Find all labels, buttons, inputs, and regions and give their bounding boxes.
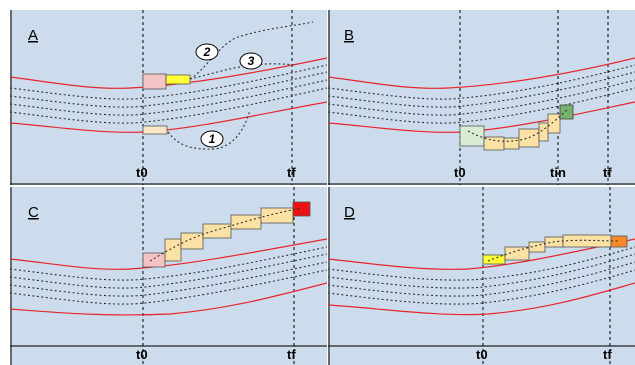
panel-c-lower-boundary — [10, 282, 327, 316]
panel-c-path — [149, 207, 303, 262]
panel-b-label: B — [344, 27, 354, 44]
panel-a-label: A — [28, 27, 38, 44]
panel-d-tf-label: tf — [603, 347, 612, 362]
panel-a-trajectory-band — [10, 64, 327, 124]
panel-c-box-4 — [230, 214, 262, 230]
panel-c-box-3 — [202, 223, 232, 239]
panel-d-path — [487, 239, 621, 262]
panel-b-box-1 — [483, 136, 505, 151]
panel-b-box-5 — [547, 113, 561, 134]
panel-c-box-5 — [260, 207, 294, 224]
panel-a-diagram: 2 3 1 A t0 tf — [10, 10, 327, 185]
path-3-marker — [239, 52, 263, 70]
path-1-label: 1 — [209, 132, 216, 146]
panel-d-background — [328, 187, 635, 365]
panel-b-upper-boundary — [328, 57, 635, 89]
panel-b-background — [328, 10, 635, 185]
panel-c-box-1 — [164, 238, 182, 262]
panel-b-tin-label: tin — [550, 165, 566, 180]
panel-a-yellow-box — [165, 74, 191, 85]
path-3-curve — [189, 63, 296, 80]
panel-d-diagram: D t0 tf — [328, 187, 635, 365]
panel-c-label: C — [28, 204, 39, 221]
panel-b-t0-label: t0 — [454, 165, 466, 180]
panel-d: D t0 tf — [328, 187, 635, 365]
panel-b-trajectory-band — [328, 64, 635, 124]
panel-c-t0-label: t0 — [136, 347, 148, 362]
panel-a-pink-box — [142, 73, 167, 90]
panel-c: C t0 tf — [10, 187, 327, 365]
panel-b-box-4 — [538, 122, 549, 142]
path-2-marker — [195, 43, 219, 61]
panel-d-lower-boundary — [328, 282, 635, 316]
panel-d-box-1 — [504, 246, 530, 261]
panel-a-t0-label: t0 — [136, 165, 148, 180]
panel-c-tf-label: tf — [287, 347, 296, 362]
panel-a-tf-label: tf — [287, 165, 296, 180]
panel-c-box-2 — [180, 232, 204, 250]
panel-a-small-box — [142, 125, 168, 135]
panel-d-end-box — [610, 235, 628, 248]
panel-b-box-2 — [503, 137, 520, 150]
path-2-label: 2 — [203, 45, 211, 59]
panel-d-t0-label: t0 — [476, 347, 488, 362]
panel-d-label: D — [344, 204, 355, 221]
panel-a-background — [10, 10, 327, 185]
path-1-curve — [167, 109, 251, 150]
panel-c-trajectory-band — [10, 246, 327, 305]
panel-c-end-box — [292, 201, 311, 217]
panel-b-diagram: B t0 tin tf — [328, 10, 635, 185]
panel-b-target-box — [559, 104, 574, 120]
panel-d-upper-boundary — [328, 238, 635, 270]
panel-a: 2 3 1 A t0 tf — [10, 10, 327, 185]
path-2-curve — [189, 21, 314, 80]
panel-b-start-box — [459, 125, 485, 147]
panel-c-diagram: C t0 tf — [10, 187, 327, 365]
path-1-marker — [200, 130, 224, 148]
panel-b: B t0 tin tf — [328, 10, 635, 185]
panel-b-tf-label: tf — [603, 165, 612, 180]
panel-b-path — [467, 108, 569, 142]
path-3-label: 3 — [248, 54, 255, 68]
panel-c-start-box — [142, 252, 166, 268]
panel-c-upper-boundary — [10, 238, 327, 270]
panel-a-upper-boundary — [10, 57, 327, 89]
